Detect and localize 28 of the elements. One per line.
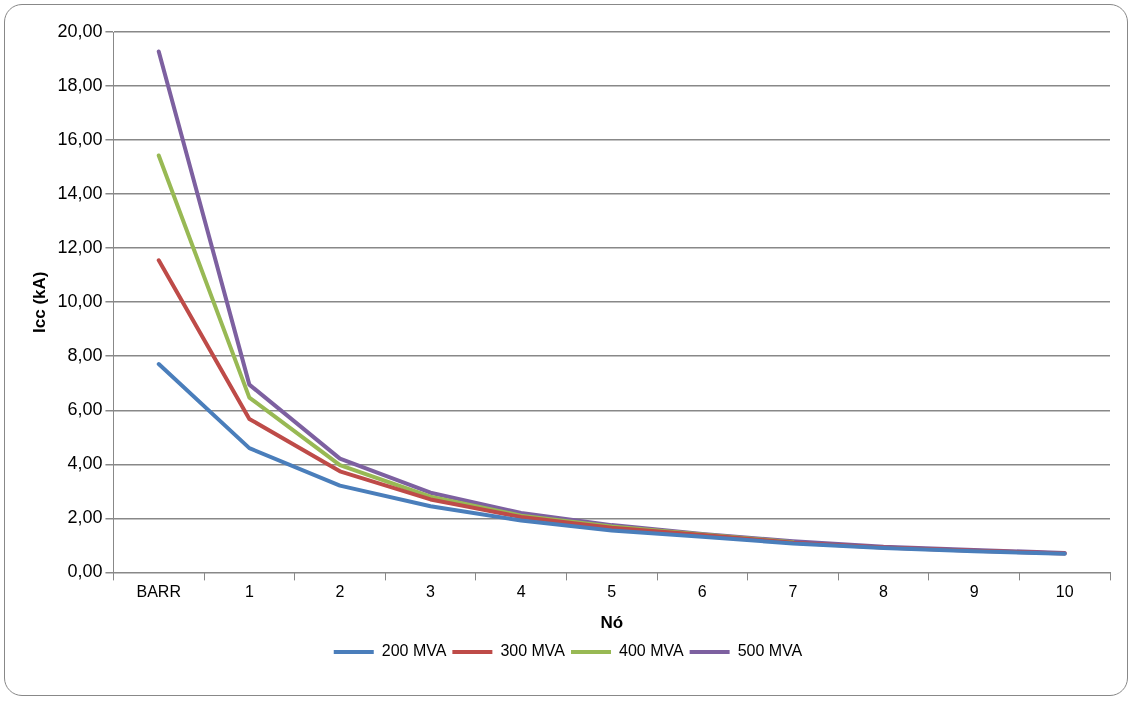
- legend-label: 500 MVA: [737, 642, 803, 660]
- legend-label: 400 MVA: [619, 642, 684, 660]
- x-tick-label: 10: [1055, 583, 1074, 601]
- y-tick-label: 18,00: [57, 75, 103, 96]
- legend-label: 200 MVA: [381, 642, 447, 660]
- x-tick-label: 1: [244, 583, 254, 601]
- y-tick-label: 20,00: [57, 20, 103, 41]
- x-tick-label: 8: [879, 583, 889, 601]
- x-axis-title: Nó: [600, 613, 624, 633]
- y-tick-label: 6,00: [67, 399, 103, 420]
- x-tick-label: 3: [426, 583, 436, 601]
- x-tick-label: 4: [516, 583, 526, 601]
- y-tick-label: 14,00: [57, 183, 103, 204]
- y-tick-label: 12,00: [57, 237, 103, 258]
- y-tick-label: 10,00: [57, 291, 103, 312]
- x-tick-label: 6: [697, 583, 707, 601]
- y-tick-label: 2,00: [67, 507, 103, 528]
- y-tick-label: 16,00: [57, 129, 103, 150]
- x-tick-label: 7: [788, 583, 798, 601]
- x-tick-label: 9: [969, 583, 979, 601]
- x-tick-label: 2: [335, 583, 345, 601]
- y-tick-label: 8,00: [67, 345, 103, 366]
- y-axis-title: Icc (kA): [29, 271, 49, 333]
- legend-label: 300 MVA: [500, 642, 566, 660]
- y-tick-label: 0,00: [67, 561, 103, 582]
- x-tick-label: 5: [607, 583, 617, 601]
- x-tick-label: BARR: [136, 583, 181, 601]
- y-tick-label: 4,00: [67, 453, 103, 474]
